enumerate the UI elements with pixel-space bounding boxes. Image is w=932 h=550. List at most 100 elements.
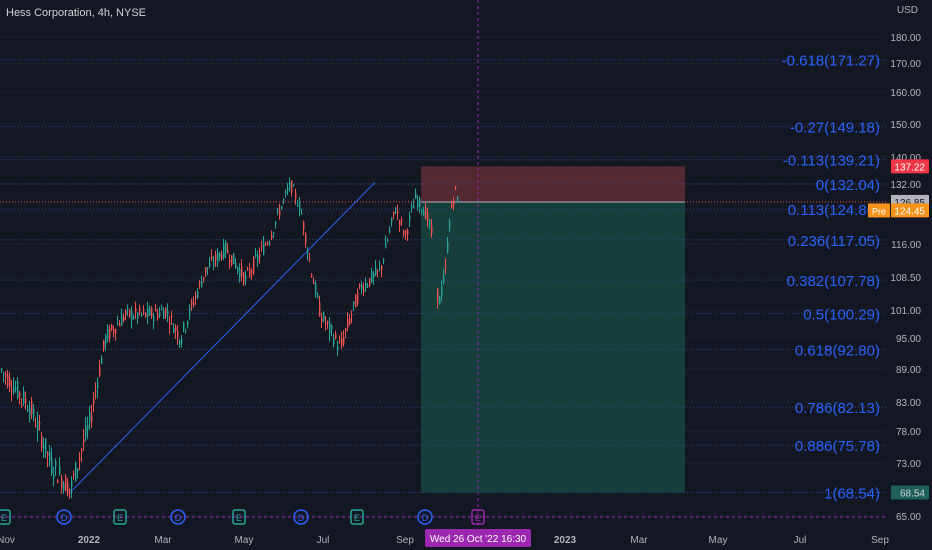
take-profit-zone[interactable]: [421, 202, 685, 493]
candle-body: [249, 269, 251, 276]
dividend-marker-label: D: [61, 513, 68, 523]
price-axis-tick: 132.00: [890, 180, 921, 191]
candle-body: [293, 185, 295, 187]
candle-body: [239, 268, 241, 278]
price-axis-tick: 101.00: [890, 306, 921, 317]
earnings-marker-label: E: [1, 513, 7, 523]
candle-body: [23, 391, 25, 404]
candle-body: [297, 204, 299, 207]
earnings-marker[interactable]: [350, 509, 364, 525]
candle-body: [257, 254, 259, 261]
fib-level-label: 0.5(100.29): [803, 306, 880, 323]
candle-body: [83, 439, 85, 443]
candle-body: [275, 221, 277, 225]
candle-body: [267, 242, 269, 245]
symbol-title[interactable]: Hess Corporation, 4h, NYSE: [6, 7, 147, 19]
candle-body: [289, 181, 291, 188]
earnings-marker[interactable]: [232, 509, 246, 525]
dividend-marker-label: D: [422, 513, 429, 523]
trendline[interactable]: [69, 181, 376, 493]
candle-body: [113, 328, 115, 333]
time-axis-label: Nov: [0, 535, 15, 546]
time-axis-label: 2023: [554, 535, 577, 546]
candle-body: [73, 473, 75, 476]
price-axis-tick: 108.50: [890, 273, 921, 284]
candle-body: [193, 302, 195, 306]
candle-body: [231, 255, 233, 266]
candle-body: [317, 294, 319, 298]
candle-body: [397, 210, 399, 214]
candle-body: [155, 308, 157, 312]
time-axis-label: Jul: [317, 535, 330, 546]
candle-body: [365, 282, 367, 288]
candle-body: [381, 265, 383, 271]
candle-body: [71, 480, 73, 487]
fib-level-label: -0.113(139.21): [783, 153, 880, 170]
candle-body: [373, 273, 375, 277]
candle-body: [9, 377, 11, 388]
dividend-marker[interactable]: [170, 509, 186, 525]
candle-body: [45, 438, 47, 454]
candle-body: [327, 321, 329, 323]
candle-body: [367, 285, 369, 287]
candle-body: [251, 270, 253, 273]
candle-body: [183, 322, 185, 330]
candle-body: [105, 335, 107, 344]
candle-body: [385, 242, 387, 249]
candle-body: [127, 307, 129, 309]
earnings-marker[interactable]: [471, 509, 485, 525]
candle-body: [163, 310, 165, 319]
candle-body: [319, 302, 321, 317]
dividend-marker[interactable]: [417, 509, 433, 525]
candle-body: [101, 358, 103, 365]
candle-body: [221, 254, 223, 260]
candle-body: [95, 390, 97, 393]
dividend-marker[interactable]: [293, 509, 309, 525]
candle-body: [141, 313, 143, 315]
candle-body: [97, 382, 99, 389]
candle-body: [85, 425, 87, 437]
price-axis-tick: 116.00: [891, 240, 921, 251]
candle-body: [199, 281, 201, 284]
candle-body: [89, 412, 91, 422]
time-axis-label: Mar: [154, 535, 172, 546]
candle-body: [333, 338, 335, 345]
candle-body: [393, 211, 395, 215]
candle-body: [77, 468, 79, 472]
candle-body: [59, 467, 61, 475]
price-axis-tick: 65.00: [896, 512, 921, 523]
candle-body: [371, 271, 373, 282]
candle-body: [269, 242, 271, 244]
time-axis-label: Sep: [396, 535, 414, 546]
candle-body: [419, 197, 421, 208]
candle-body: [345, 328, 347, 332]
candle-body: [57, 479, 59, 484]
candle-body: [67, 482, 69, 496]
dividend-marker[interactable]: [56, 509, 72, 525]
candle-body: [329, 322, 331, 334]
candle-body: [75, 462, 77, 482]
candle-body: [379, 267, 381, 269]
fib-level-label: 0.886(75.78): [795, 438, 880, 455]
candle-body: [321, 317, 323, 323]
pre-market-tag: [868, 203, 890, 218]
candle-body: [7, 374, 9, 387]
candle-body: [201, 281, 203, 288]
candle-body: [213, 263, 215, 265]
candle-body: [323, 312, 325, 321]
candle-body: [279, 209, 281, 216]
price-axis-tick: 150.00: [890, 120, 921, 131]
earnings-marker[interactable]: [0, 509, 11, 525]
candle-body: [243, 272, 245, 284]
fib-level-label: -0.618(171.27): [782, 53, 880, 70]
candle-body: [291, 180, 293, 193]
earnings-marker-label: E: [236, 513, 242, 523]
earnings-marker-label: E: [475, 513, 481, 523]
earnings-marker[interactable]: [113, 509, 127, 525]
price-axis-tick: 140.00: [890, 153, 921, 164]
earnings-marker-label: E: [354, 513, 360, 523]
candle-body: [157, 313, 159, 319]
candle-body: [343, 337, 345, 344]
price-axis-tick: 95.00: [896, 334, 921, 345]
